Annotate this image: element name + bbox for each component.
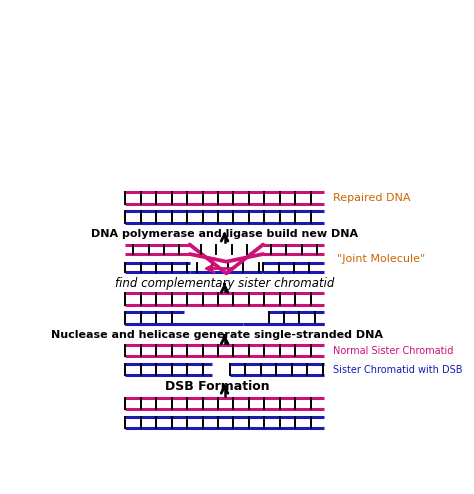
- Text: Normal Sister Chromatid: Normal Sister Chromatid: [333, 346, 453, 356]
- Text: "Joint Molecule": "Joint Molecule": [337, 254, 425, 264]
- Text: find complementary sister chromatid: find complementary sister chromatid: [115, 277, 334, 290]
- Text: Repaired DNA: Repaired DNA: [333, 193, 410, 203]
- Text: DSB Formation: DSB Formation: [165, 380, 270, 393]
- Text: Nuclease and helicase generate single-stranded DNA: Nuclease and helicase generate single-st…: [51, 330, 383, 340]
- Text: DNA polymerase and ligase build new DNA: DNA polymerase and ligase build new DNA: [91, 229, 358, 239]
- Text: Sister Chromatid with DSB: Sister Chromatid with DSB: [333, 365, 463, 375]
